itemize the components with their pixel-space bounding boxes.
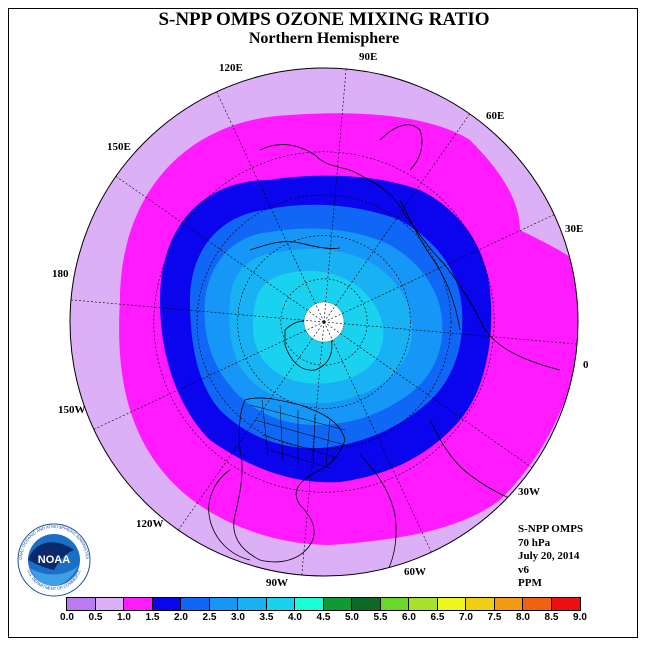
colorbar-cell (523, 598, 552, 610)
longitude-label: 150E (107, 141, 131, 153)
colorbar-cell (352, 598, 381, 610)
longitude-label: 120W (136, 518, 164, 530)
longitude-label: 0 (583, 359, 589, 371)
colorbar-tick-label: 2.0 (174, 612, 188, 623)
colorbar-cell (238, 598, 267, 610)
colorbar-cell (409, 598, 438, 610)
colorbar (66, 597, 581, 611)
colorbar-tick-label: 1.0 (117, 612, 131, 623)
longitude-label: 30E (565, 223, 584, 235)
coastlines (208, 124, 561, 571)
colorbar-tick-label: 5.5 (373, 612, 388, 623)
colorbar-cell (152, 598, 181, 610)
colorbar-tick-label: 4.5 (316, 612, 331, 623)
colorbar-tick-label: 1.5 (145, 612, 160, 623)
graticule (70, 68, 578, 576)
colorbar-tick-label: 6.5 (430, 612, 445, 623)
colorbar-cell (67, 598, 96, 610)
longitude-label: 150W (58, 404, 86, 416)
colorbar-cell (124, 598, 153, 610)
colorbar-tick-label: 2.5 (202, 612, 217, 623)
info-date: July 20, 2014 (518, 550, 580, 562)
colorbar-tick-label: 4.0 (288, 612, 302, 623)
longitude-label: 180 (52, 268, 69, 280)
longitude-label: 60E (486, 110, 505, 122)
page-subtitle: Northern Hemisphere (248, 30, 400, 47)
info-units: PPM (518, 577, 542, 589)
colorbar-cell (551, 598, 580, 610)
colorbar-tick-label: 6.0 (402, 612, 416, 623)
map-info: S-NPP OMPS 70 hPa July 20, 2014 v6 PPM (518, 523, 583, 591)
colorbar-cell (323, 598, 352, 610)
longitude-label: 90W (266, 577, 288, 589)
colorbar-tick-label: 3.5 (259, 612, 274, 623)
longitude-label: 90E (359, 51, 378, 63)
latitude-circle (280, 278, 368, 366)
colorbar-tick-label: 7.0 (459, 612, 473, 623)
longitude-label: 30W (518, 486, 540, 498)
noaa-logo: NOAA NATIONAL OCEANIC AND ATMOSPHERIC AD… (14, 520, 91, 597)
colorbar-tick-label: 8.0 (516, 612, 530, 623)
colorbar-tick-label: 3.0 (231, 612, 245, 623)
globe-outline (69, 67, 579, 577)
info-instrument: S-NPP OMPS (518, 523, 584, 535)
colorbar-tick-label: 5.0 (345, 612, 359, 623)
page-title: S-NPP OMPS OZONE MIXING RATIO (158, 9, 490, 30)
colorbar-cell (466, 598, 495, 610)
colorbar-tick-label: 9.0 (573, 612, 587, 623)
noaa-logo-text: NOAA (38, 554, 70, 566)
colorbar-cell (437, 598, 466, 610)
colorbar-tick-label: 7.5 (487, 612, 502, 623)
colorbar-cell (295, 598, 324, 610)
latitude-circle (196, 194, 452, 450)
colorbar-tick-label: 0.0 (60, 612, 74, 623)
longitude-label: 120E (219, 62, 243, 74)
colorbar-cell (494, 598, 523, 610)
latitude-circle (153, 151, 495, 493)
longitude-label: 60W (404, 566, 426, 578)
info-version: v6 (518, 563, 529, 576)
colorbar-cell (380, 598, 409, 610)
us-grid (249, 399, 346, 469)
latitude-circle (237, 235, 411, 409)
colorbar-tick-label: 0.5 (88, 612, 103, 623)
info-level: 70 hPa (518, 536, 551, 549)
colorbar-cell (209, 598, 238, 610)
colorbar-cell (95, 598, 124, 610)
colorbar-cell (181, 598, 210, 610)
colorbar-tick-label: 8.5 (544, 612, 559, 623)
colorbar-cell (266, 598, 295, 610)
